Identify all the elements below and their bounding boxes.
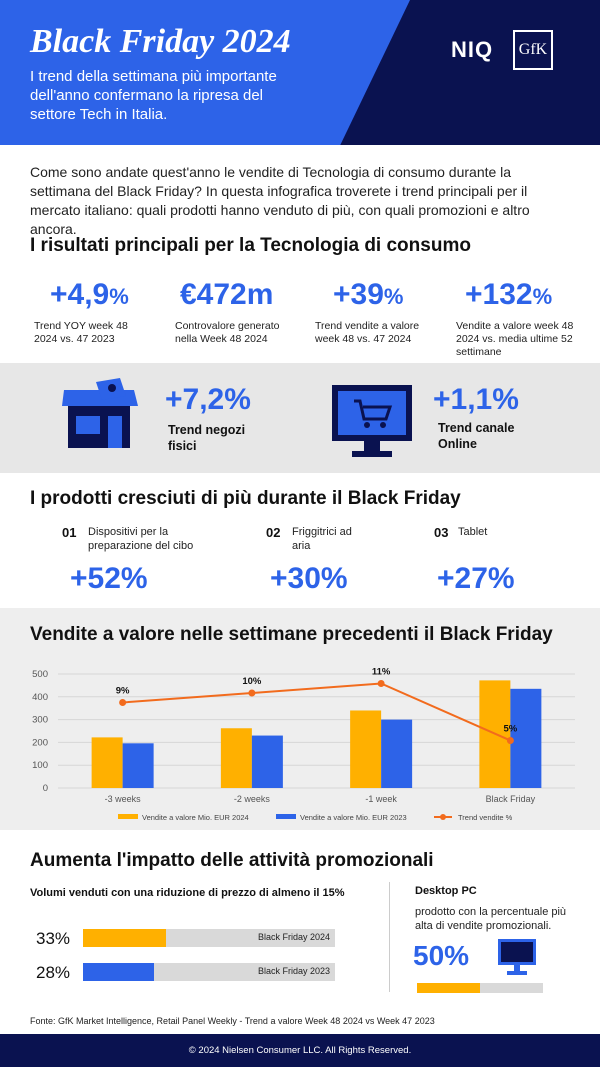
bar xyxy=(122,743,154,788)
promo-bar-fill xyxy=(83,963,154,981)
store-trend-value: +7,2% xyxy=(165,383,251,416)
x-tick-label: Black Friday xyxy=(486,794,536,804)
bar xyxy=(220,728,252,788)
legend-marker xyxy=(440,814,446,820)
kpi-value: €472m xyxy=(180,278,274,311)
online-monitor-icon xyxy=(332,385,412,457)
y-tick-label: 0 xyxy=(43,783,48,794)
promo-pct-2024: 33% xyxy=(36,929,71,948)
desktop-title: Desktop PC xyxy=(415,885,477,897)
legend-swatch xyxy=(276,814,296,819)
page-title: Black Friday 2024 xyxy=(30,23,291,60)
y-tick-label: 100 xyxy=(32,760,48,771)
y-tick-label: 200 xyxy=(32,737,48,748)
trend-data-label: 10% xyxy=(242,676,262,687)
product-growth: +27% xyxy=(437,562,515,595)
product-rank: 01 xyxy=(62,525,77,540)
kpi-vs-average: +132% Vendite a valore week 48 2024 vs. … xyxy=(456,278,600,359)
trend-point xyxy=(377,680,385,687)
desktop-bar-fill xyxy=(417,983,480,993)
product-name: Tablet xyxy=(458,526,488,538)
page-subtitle: I trend della settimana più importante d… xyxy=(30,68,277,123)
legend-label: Trend vendite % xyxy=(458,813,513,822)
kpi-desc: Vendite a valore week 48 2024 vs. media … xyxy=(456,320,574,358)
desktop-text: prodotto con la percentuale più alta di … xyxy=(415,906,567,932)
kpi-suffix: % xyxy=(532,284,553,309)
promo-bar-label: Black Friday 2024 xyxy=(257,932,330,942)
product-growth: +30% xyxy=(270,562,348,595)
kpi-desc: Trend vendite a valore week 48 vs. 47 20… xyxy=(315,320,420,345)
gfk-logo: GfK xyxy=(513,30,553,70)
kpi-value: +4,9 xyxy=(50,278,110,311)
promo-bar-2024: Black Friday 2024 xyxy=(83,929,335,947)
intro-text: Come sono andate quest'anno le vendite d… xyxy=(30,164,530,237)
bar xyxy=(510,688,542,788)
trend-point xyxy=(119,699,127,706)
online-trend-value: +1,1% xyxy=(433,383,519,416)
trend-data-label: 11% xyxy=(372,667,391,678)
product-rank: 03 xyxy=(434,525,449,540)
store-trend-label: Trend negozi fisici xyxy=(168,423,246,453)
promo-bar-fill xyxy=(83,929,167,947)
desktop-bar xyxy=(417,983,543,993)
promo-bar-label: Black Friday 2023 xyxy=(257,966,330,976)
legend-label: Vendite a valore Mio. EUR 2024 xyxy=(142,813,249,822)
products-title: I prodotti cresciuti di più durante il B… xyxy=(30,488,461,509)
trend-line xyxy=(122,682,511,742)
kpi-desc: Controvalore generato nella Week 48 2024 xyxy=(175,320,280,345)
legend-swatch xyxy=(118,814,138,819)
bar xyxy=(251,735,283,788)
kpi-value: +39 xyxy=(333,278,384,311)
sales-chart: 0 100 200 300 400 500 -3 weeks -2 weeks -1 week B… xyxy=(32,667,575,822)
desktop-monitor-icon xyxy=(498,939,536,975)
footer: © 2024 Nielsen Consumer LLC. All Rights … xyxy=(0,1034,600,1067)
trend-data-label: 9% xyxy=(116,686,130,697)
y-tick-label: 500 xyxy=(32,669,48,680)
online-trend-label: Trend canale Online xyxy=(438,421,515,451)
promo-bar-2023: Black Friday 2023 xyxy=(83,963,335,981)
product-growth: +52% xyxy=(70,562,148,595)
kpi-value-generated: €472m Controvalore generato nella Week 4… xyxy=(175,278,320,346)
source-note: Fonte: GfK Market Intelligence, Retail P… xyxy=(30,1016,435,1026)
header-blue-panel xyxy=(0,0,410,145)
divider xyxy=(389,882,390,992)
product-name: Dispositivi per la preparazione del cibo xyxy=(88,526,194,552)
x-tick-label: -3 weeks xyxy=(105,794,142,804)
trend-point xyxy=(506,737,514,744)
kpi-value: +132 xyxy=(465,278,533,311)
trend-data-label: 5% xyxy=(504,724,518,735)
store-icon xyxy=(62,378,138,448)
niq-logo: NIQ xyxy=(451,37,494,62)
y-tick-label: 400 xyxy=(32,692,48,703)
kpi-desc: Trend YOY week 48 2024 vs. 47 2023 xyxy=(34,320,128,345)
kpi-yoy: +4,9% Trend YOY week 48 2024 vs. 47 2023 xyxy=(34,278,190,346)
y-tick-label: 300 xyxy=(32,715,48,726)
kpi-suffix: % xyxy=(383,284,404,309)
legend-label: Vendite a valore Mio. EUR 2023 xyxy=(300,813,407,822)
kpi-suffix: % xyxy=(109,284,129,309)
promo-title: Aumenta l'impatto delle attività promozi… xyxy=(30,850,434,871)
trend-point xyxy=(248,689,256,697)
bar xyxy=(381,719,413,788)
results-title: I risultati principali per la Tecnologia… xyxy=(30,235,471,256)
promo-subtitle: Volumi venduti con una riduzione di prez… xyxy=(30,887,345,899)
desktop-value: 50% xyxy=(413,940,470,971)
header: Black Friday 2024 I trend della settiman… xyxy=(0,0,600,145)
x-tick-label: -1 week xyxy=(365,794,397,804)
kpi-weekly-trend: +39% Trend vendite a valore week 48 vs. … xyxy=(315,278,473,346)
bar xyxy=(350,710,382,788)
chart-title: Vendite a valore nelle settimane precede… xyxy=(30,624,553,645)
bar xyxy=(91,737,123,788)
promo-pct-2023: 28% xyxy=(36,963,71,982)
product-rank: 02 xyxy=(266,525,281,540)
x-tick-label: -2 weeks xyxy=(234,794,271,804)
product-name: Friggitrici ad aria xyxy=(292,526,352,552)
